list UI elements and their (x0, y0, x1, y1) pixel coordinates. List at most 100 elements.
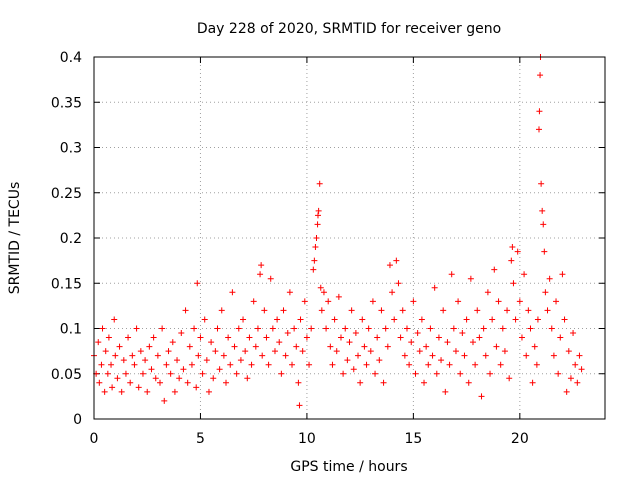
data-point (444, 339, 451, 346)
data-point (248, 361, 255, 368)
data-point (308, 325, 315, 332)
data-point (523, 352, 530, 359)
data-point (157, 379, 164, 386)
data-point (352, 330, 359, 337)
data-point (96, 379, 103, 386)
data-point (546, 275, 553, 282)
data-point (527, 325, 534, 332)
data-point (418, 316, 425, 323)
data-point (148, 366, 155, 373)
data-point (104, 370, 111, 377)
data-point (315, 207, 322, 214)
data-point (323, 325, 330, 332)
data-point (203, 357, 210, 364)
data-point (474, 307, 481, 314)
data-point (397, 334, 404, 341)
data-point (435, 334, 442, 341)
data-point (218, 307, 225, 314)
data-point (146, 343, 153, 350)
data-point (197, 334, 204, 341)
data-point (267, 275, 274, 282)
data-point (154, 352, 161, 359)
data-point (186, 343, 193, 350)
data-point (229, 289, 236, 296)
data-point (509, 244, 516, 251)
data-point (472, 361, 479, 368)
data-point (535, 126, 542, 133)
data-point (188, 361, 195, 368)
data-point (139, 370, 146, 377)
data-point (340, 370, 347, 377)
data-point (167, 370, 174, 377)
data-point (461, 352, 468, 359)
data-point (448, 271, 455, 278)
data-point (469, 339, 476, 346)
data-point (289, 361, 296, 368)
data-point (463, 316, 470, 323)
data-point (406, 361, 413, 368)
data-point (529, 379, 536, 386)
data-point (112, 352, 119, 359)
data-point (359, 316, 366, 323)
data-point (376, 357, 383, 364)
data-point (258, 262, 265, 269)
x-tick-label: 15 (404, 431, 422, 447)
data-point (544, 307, 551, 314)
data-point (431, 284, 438, 291)
data-point (227, 361, 234, 368)
y-tick-label: 0.2 (60, 231, 82, 247)
data-point (416, 348, 423, 355)
data-point (452, 348, 459, 355)
data-point (233, 370, 240, 377)
y-tick-label: 0.4 (60, 50, 82, 66)
data-point (421, 379, 428, 386)
data-point (216, 366, 223, 373)
data-point (542, 289, 549, 296)
data-point (327, 343, 334, 350)
data-point (403, 325, 410, 332)
data-point (570, 330, 577, 337)
data-point (369, 298, 376, 305)
data-point (299, 348, 306, 355)
data-point (210, 375, 217, 382)
x-tick-label: 10 (298, 431, 316, 447)
data-point (482, 352, 489, 359)
data-point (282, 352, 289, 359)
data-point (311, 257, 318, 264)
data-point (510, 280, 517, 287)
data-point (314, 212, 321, 219)
data-point (180, 366, 187, 373)
data-point (225, 334, 232, 341)
data-point (191, 325, 198, 332)
data-point (316, 180, 323, 187)
data-point (363, 361, 370, 368)
data-point (269, 325, 276, 332)
data-point (450, 325, 457, 332)
data-point (537, 72, 544, 79)
data-point (497, 361, 504, 368)
data-point (467, 275, 474, 282)
data-point (361, 343, 368, 350)
data-point (521, 271, 528, 278)
chart-title: Day 228 of 2020, SRMTID for receiver gen… (197, 21, 501, 37)
data-point (169, 339, 176, 346)
data-point (212, 348, 219, 355)
data-point (108, 361, 115, 368)
data-point (118, 388, 125, 395)
data-point (313, 235, 320, 241)
data-point (129, 352, 136, 359)
data-point (152, 375, 159, 382)
data-point (114, 375, 121, 382)
data-point (446, 361, 453, 368)
data-point (135, 384, 142, 391)
data-point (142, 357, 149, 364)
data-point (487, 370, 494, 377)
data-point (408, 339, 415, 346)
data-point (399, 307, 406, 314)
grid-lines (94, 57, 605, 419)
data-point (389, 289, 396, 296)
data-point (98, 361, 105, 368)
data-point (263, 334, 270, 341)
data-point (182, 307, 189, 314)
data-point (563, 388, 570, 395)
